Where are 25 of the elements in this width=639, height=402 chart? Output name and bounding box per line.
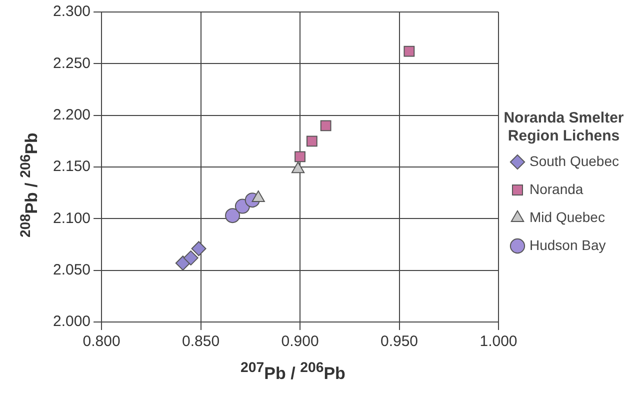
point: [320, 120, 332, 132]
x-tick-label: 0.850: [182, 333, 220, 350]
legend-label: Hudson Bay: [529, 236, 606, 253]
x-tick-label: 0.950: [380, 333, 418, 350]
point: [294, 151, 306, 162]
y-tick-label: 2.300: [52, 3, 91, 20]
point: [306, 136, 318, 147]
y-tick-label: 2.100: [52, 210, 91, 227]
legend-label: South Quebec: [529, 152, 620, 169]
legend-label: Noranda: [529, 180, 584, 197]
y-tick-label: 2.150: [52, 158, 91, 176]
y-tick-label: 2.000: [52, 313, 91, 330]
point: [191, 241, 206, 256]
y-tick-label: 2.250: [52, 54, 91, 72]
x-tick-label: 1.000: [480, 333, 518, 350]
legend-label: Mid Quebec: [529, 208, 605, 225]
y-tick-label: 2.200: [52, 106, 91, 124]
point: [225, 208, 240, 224]
x-axis-title: $^{207}$Pb / $^{206}$Pb: [240, 360, 346, 384]
x-tick-label: 0.800: [82, 333, 120, 350]
y-tick-label: 2.050: [52, 261, 91, 278]
point: [183, 250, 198, 266]
legend-title: Noranda Smelter Region Lichens: [504, 110, 624, 145]
x-tick-label: 0.900: [281, 333, 319, 350]
point: [404, 46, 415, 57]
